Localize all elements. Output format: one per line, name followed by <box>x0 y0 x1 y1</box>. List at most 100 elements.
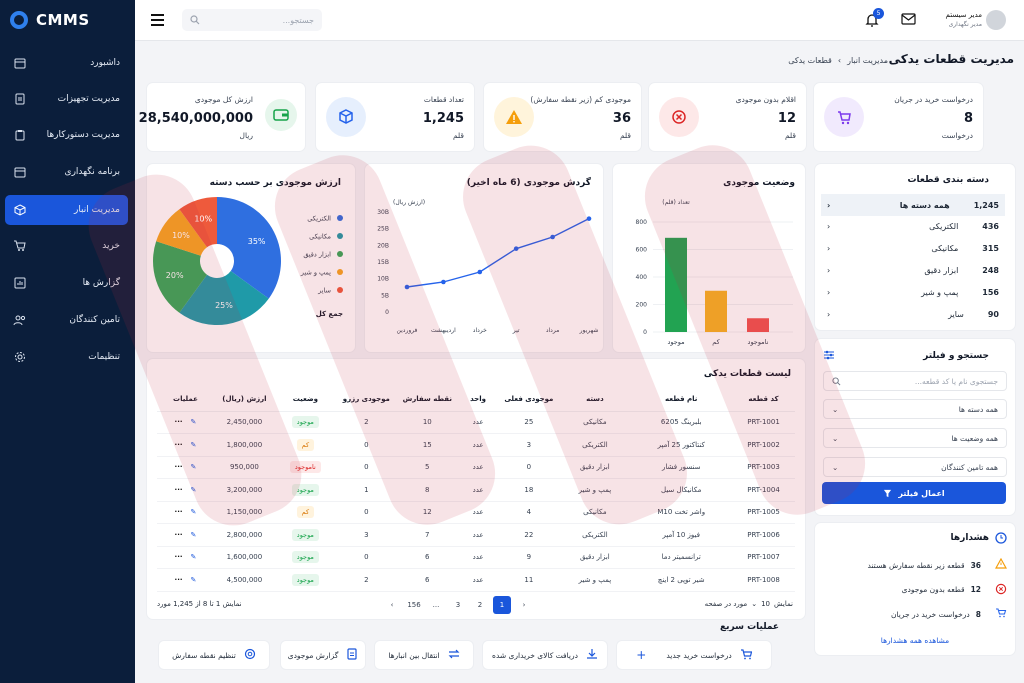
table-header-row: کد قطعه نام قطعه دسته موجودی فعلی واحد نقطه س… <box>157 387 795 412</box>
table-cell: عدد <box>457 546 499 569</box>
report-icon <box>13 276 27 290</box>
total-value-stat[interactable]: ارزش کل موجودی 28,540,000,000 ریال <box>139 82 306 152</box>
more-icon[interactable]: ··· <box>174 553 183 562</box>
next-page-button[interactable]: › <box>522 601 526 609</box>
stat-value: 36 <box>612 111 631 126</box>
more-icon[interactable]: ··· <box>174 485 183 494</box>
mail-icon[interactable] <box>901 13 916 26</box>
edit-icon[interactable]: ✎ <box>190 553 197 562</box>
parts-search-input[interactable]: جستجوی نام یا کد قطعه... <box>823 371 1007 391</box>
edit-icon[interactable]: ✎ <box>190 463 197 472</box>
table-row[interactable]: PRT-1001 بلبرینگ 6205 مکانیکی 25 عدد 10 2 موجود… <box>157 411 795 434</box>
column-header[interactable]: واحد <box>457 387 499 412</box>
column-header[interactable]: دسته <box>559 387 631 412</box>
more-icon[interactable]: ··· <box>174 463 183 472</box>
column-header[interactable]: نام قطعه <box>630 387 733 412</box>
more-icon[interactable]: ··· <box>174 530 183 539</box>
column-header[interactable]: نقطه سفارش <box>396 387 458 412</box>
search-input[interactable]: جستجو... <box>182 9 322 31</box>
column-header[interactable]: وضعیت <box>274 387 336 412</box>
menu-icon[interactable] <box>151 14 164 26</box>
brand-logo[interactable]: CMMS <box>0 0 135 40</box>
quick-action-button[interactable]: درخواست خرید جدید + <box>616 640 772 670</box>
sidebar-item[interactable]: داشبورد <box>5 48 128 78</box>
breadcrumb-item[interactable]: مدیریت انبار <box>847 56 888 65</box>
bar <box>665 237 687 332</box>
quick-action-button[interactable]: گزارش موجودی <box>280 640 366 670</box>
status-badge: موجود <box>291 483 319 496</box>
more-icon[interactable]: ··· <box>174 418 183 427</box>
per-page-selector[interactable]: نمایش 10 ⌄ مورد در صفحه <box>705 600 793 608</box>
purchase-requests-stat[interactable]: درخواست خرید در جریان 8 درخواست <box>813 82 984 152</box>
alert-item[interactable]: 12 قطعه بدون موجودی <box>823 583 1007 597</box>
edit-icon[interactable]: ✎ <box>190 575 197 584</box>
table-row[interactable]: PRT-1008 شیر توپی 2 اینچ پمپ و شیر 11 عدد 6 2 م… <box>157 568 795 592</box>
column-header[interactable]: ارزش (ریال) <box>213 387 275 412</box>
filter-select[interactable]: همه وضعیت ها ⌄ <box>823 428 1007 448</box>
x-tick-label: اردیبهشت <box>431 327 456 334</box>
column-header[interactable]: موجودی رزرو <box>335 387 397 412</box>
sidebar-item[interactable]: برنامه نگهداری <box>5 157 128 187</box>
notification-bell[interactable]: 5 <box>864 8 884 30</box>
page-button[interactable]: 3 <box>455 601 461 609</box>
sidebar-item[interactable]: خرید <box>5 231 128 261</box>
category-item[interactable]: 315 مکانیکی ‹ <box>821 238 1005 260</box>
category-item[interactable]: 90 سایر ‹ <box>821 303 1005 325</box>
category-item[interactable]: 436 الکتریکی ‹ <box>821 216 1005 238</box>
table-row[interactable]: PRT-1005 واشر تخت M10 مکانیکی 4 عدد 12 0 کم 1,15… <box>157 501 795 524</box>
category-label: مکانیکی <box>931 244 959 254</box>
status-badge: کم <box>296 438 315 451</box>
table-row[interactable]: PRT-1007 ترانسمیتر دما ابزار دقیق 9 عدد 6 0 موج… <box>157 546 795 569</box>
category-item[interactable]: 1,245 همه دسته ها ‹ <box>821 194 1005 216</box>
user-menu[interactable]: مدیر سیستم مدیر نگهداری <box>930 8 1010 32</box>
more-icon[interactable]: ··· <box>174 575 183 584</box>
page-button[interactable]: 1 <box>493 596 511 614</box>
category-item[interactable]: 248 ابزار دقیق ‹ <box>821 259 1005 281</box>
view-all-alerts-link[interactable]: مشاهده همه هشدارها <box>880 636 950 645</box>
more-icon[interactable]: ··· <box>174 508 183 517</box>
sidebar-item[interactable]: تامین کنندگان <box>5 305 128 335</box>
sidebar-item[interactable]: تنظیمات <box>5 342 128 372</box>
table-cell: الکتریکی <box>559 523 631 547</box>
table-cell: 1,800,000 <box>213 433 275 457</box>
stat-title: تعداد قطعات <box>423 95 464 104</box>
column-header[interactable]: عملیات <box>157 387 214 412</box>
table-row[interactable]: PRT-1002 کنتاکتور 25 آمپر الکتریکی 3 عدد 15 0 ک… <box>157 433 795 457</box>
out-of-stock-stat[interactable]: اقلام بدون موجودی 12 قلم <box>648 82 807 152</box>
prev-page-button[interactable]: ‹ <box>390 601 394 609</box>
pie-slice <box>153 241 208 313</box>
alert-item[interactable]: 8 درخواست خرید در جریان <box>823 607 1007 621</box>
table-row[interactable]: PRT-1003 سنسور فشار ابزار دقیق 0 عدد 5 0 ناموجو… <box>157 456 795 479</box>
table-row[interactable]: PRT-1004 مکانیکال سیل پمپ و شیر 18 عدد 8 1 موجو… <box>157 478 795 502</box>
parts-count-stat[interactable]: تعداد قطعات 1,245 قلم <box>315 82 475 152</box>
filter-select[interactable]: همه دسته ها ⌄ <box>823 399 1007 419</box>
apply-filter-button[interactable]: اعمال فیلتر <box>822 482 1006 504</box>
alert-item[interactable]: 36 قطعه زیر نقطه سفارش هستند <box>823 557 1008 572</box>
filter-select[interactable]: همه تامین کنندگان ⌄ <box>823 457 1007 477</box>
column-header[interactable]: موجودی فعلی <box>498 387 560 412</box>
edit-icon[interactable]: ✎ <box>190 418 197 427</box>
sidebar-item[interactable]: گزارش ها <box>5 268 128 298</box>
quick-action-button[interactable]: تنظیم نقطه سفارش <box>158 640 270 670</box>
edit-icon[interactable]: ✎ <box>190 485 197 494</box>
page-button[interactable]: 156 <box>407 601 421 609</box>
edit-icon[interactable]: ✎ <box>190 440 197 449</box>
category-item[interactable]: 156 پمپ و شیر ‹ <box>821 281 1005 303</box>
table-row[interactable]: PRT-1006 فیوز 10 آمپر الکتریکی 22 عدد 7 3 موجود… <box>157 523 795 547</box>
table-cell: عدد <box>457 501 499 524</box>
page-button[interactable]: 2 <box>477 601 483 609</box>
quick-action-button[interactable]: انتقال بین انبارها <box>374 640 474 670</box>
low-stock-stat[interactable]: موجودی کم (زیر نقطه سفارش) 36 قلم <box>483 82 642 152</box>
sidebar-item[interactable]: مدیریت دستورکارها <box>5 120 128 150</box>
sidebar-item[interactable]: مدیریت انبار <box>5 195 128 225</box>
sidebar-item[interactable]: مدیریت تجهیزات <box>5 84 128 114</box>
more-icon[interactable]: ··· <box>174 440 183 449</box>
edit-icon[interactable]: ✎ <box>190 508 197 517</box>
column-header[interactable]: کد قطعه <box>732 387 795 412</box>
page-button[interactable]: ... <box>432 601 440 609</box>
categories-panel: دسته بندی قطعات 1,245 همه دسته ها ‹ 436 الکت… <box>814 163 1016 331</box>
table-cell: 2,450,000 <box>213 411 275 434</box>
quick-action-button[interactable]: دریافت کالای خریداری شده <box>482 640 608 670</box>
y-axis-label: (ارزش ریال) <box>393 199 425 206</box>
edit-icon[interactable]: ✎ <box>190 530 197 539</box>
